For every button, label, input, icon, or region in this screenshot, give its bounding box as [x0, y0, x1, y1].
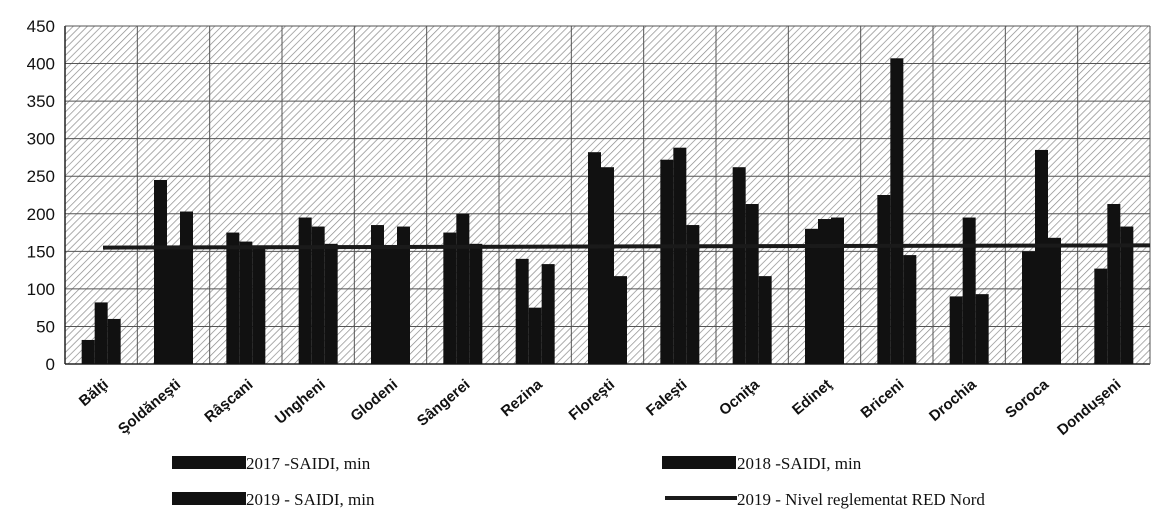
- bar-2018: [1035, 149, 1048, 364]
- x-tick-label: Râşcani: [201, 376, 256, 426]
- bar-2017: [732, 167, 746, 364]
- bar-2017: [515, 258, 529, 364]
- legend: 2017 -SAIDI, min 2018 -SAIDI, min 2019 -…: [172, 454, 985, 509]
- bar-2019: [758, 276, 772, 364]
- bar-2018: [745, 204, 759, 364]
- y-tick-label: 450: [27, 17, 55, 36]
- x-tick-label: Glodeni: [347, 376, 401, 425]
- bar-2017: [660, 159, 674, 364]
- bar-2018: [384, 245, 397, 364]
- reference-line-layer: [102, 243, 1151, 250]
- bar-2018: [1107, 204, 1121, 364]
- bar-2019: [686, 225, 700, 364]
- x-tick-label: Faleşti: [643, 376, 690, 420]
- legend-label-2019: 2019 - SAIDI, min: [246, 490, 375, 509]
- bar-2019: [541, 264, 555, 364]
- bar-2018: [167, 247, 180, 364]
- legend-label-2018: 2018 -SAIDI, min: [737, 454, 862, 473]
- x-tick-label: Bălţi: [76, 376, 112, 410]
- x-tick-label: Edineţ: [789, 376, 835, 418]
- bar-2017: [949, 296, 963, 364]
- bar-2018: [962, 217, 976, 364]
- y-tick-label: 250: [27, 167, 55, 186]
- bar-2018: [456, 213, 470, 364]
- bar-2019: [252, 247, 266, 364]
- x-tick-label: Drochia: [926, 376, 980, 425]
- bar-2018: [818, 219, 831, 364]
- bar-2017: [1022, 251, 1035, 364]
- bar-2017: [371, 225, 384, 364]
- bar-2019: [397, 226, 410, 364]
- bar-2018: [311, 226, 325, 364]
- x-tick-label: Donduşeni: [1054, 376, 1124, 439]
- bar-2017: [1094, 268, 1108, 364]
- x-tick-label: Şoldăneşti: [115, 376, 184, 438]
- bars: [81, 58, 1134, 364]
- y-tick-label: 100: [27, 280, 55, 299]
- bar-2018: [673, 147, 687, 364]
- x-tick-label: Soroca: [1002, 376, 1052, 422]
- legend-swatch-2018: [662, 456, 736, 469]
- x-tick-label: Briceni: [858, 376, 908, 422]
- bar-2019: [107, 318, 121, 364]
- y-tick-label: 400: [27, 55, 55, 74]
- y-tick-label: 50: [36, 317, 55, 336]
- y-tick-label: 150: [27, 242, 55, 261]
- bar-2017: [805, 228, 818, 364]
- bar-2017: [298, 217, 312, 364]
- bar-2019: [831, 217, 844, 364]
- x-tick-label: Ocniţa: [716, 376, 763, 419]
- bar-2017: [588, 152, 601, 364]
- bar-2019: [975, 294, 989, 364]
- bar-2018: [890, 58, 904, 364]
- x-tick-label: Floreşti: [566, 376, 618, 424]
- bar-2019: [324, 243, 338, 364]
- bar-2019: [469, 243, 483, 364]
- bar-2019: [180, 211, 193, 364]
- bar-2018: [528, 307, 542, 364]
- x-tick-label: Rezina: [498, 376, 546, 421]
- x-tick-label: Ungheni: [272, 376, 329, 428]
- bar-2019: [1120, 226, 1134, 364]
- legend-label-reference-line: 2019 - Nivel reglementat RED Nord: [737, 490, 985, 509]
- y-tick-label: 300: [27, 130, 55, 149]
- y-tick-label: 350: [27, 92, 55, 111]
- bar-2017: [226, 232, 240, 364]
- bar-2017: [81, 339, 95, 364]
- bar-2019: [614, 276, 627, 364]
- x-tick-label: Sângerei: [414, 376, 473, 430]
- bar-2019: [903, 255, 917, 364]
- bar-2019: [1048, 237, 1061, 364]
- bar-2017: [877, 195, 891, 364]
- reference-line: [102, 243, 1151, 250]
- legend-label-2017: 2017 -SAIDI, min: [246, 454, 371, 473]
- legend-swatch-2019: [172, 492, 246, 505]
- y-tick-label: 200: [27, 205, 55, 224]
- y-tick-label: 0: [46, 355, 55, 374]
- bar-2018: [94, 302, 108, 364]
- bar-2018: [601, 167, 614, 364]
- bar-2017: [443, 232, 457, 364]
- bar-2017: [154, 179, 167, 364]
- bar-2018: [239, 241, 253, 364]
- legend-swatch-2017: [172, 456, 246, 469]
